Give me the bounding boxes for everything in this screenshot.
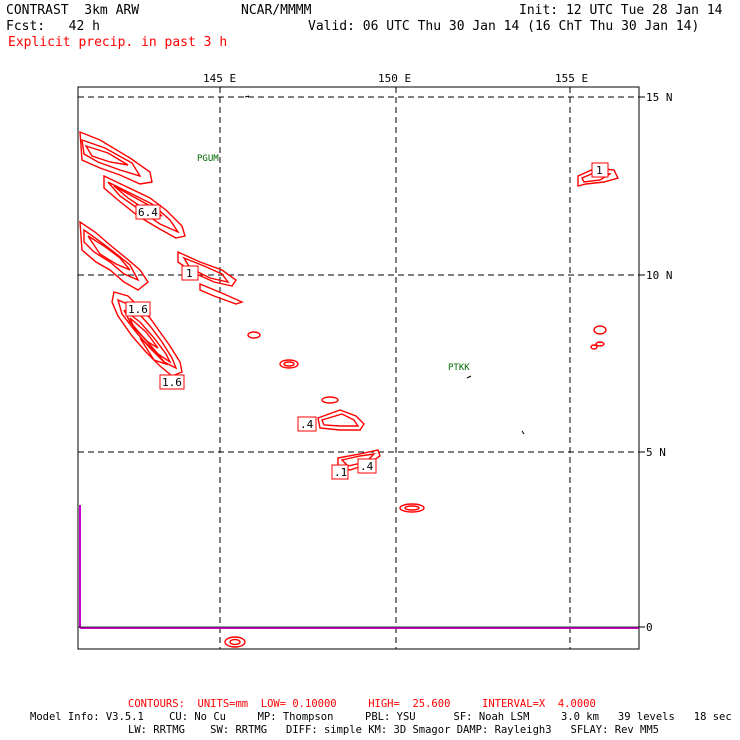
contour-label: .4: [300, 418, 314, 431]
contour-info: CONTOURS: UNITS=mm LOW= 0.10000 HIGH= 25…: [128, 698, 596, 710]
lat-label-5n: 5 N: [646, 446, 666, 459]
org-label: NCAR/MMMM: [241, 3, 312, 18]
model-info-line2: LW: RRTMG SW: RRTMG DIFF: simple KM: 3D …: [128, 724, 660, 736]
lon-label-150e: 150 E: [378, 72, 411, 85]
contour-label: 1: [186, 267, 193, 280]
model-info-line1: Model Info: V3.5.1 CU: No Cu MP: Thompso…: [30, 711, 732, 723]
lat-lon-grid: [78, 87, 639, 649]
equator-line: [79, 505, 639, 629]
precip-contours: [79, 130, 620, 648]
contour-label-group: 1 6.4 1 1.6 1.6 .4 .1 .4: [125, 162, 609, 480]
valid-time: Valid: 06 UTC Thu 30 Jan 14 (16 ChT Thu …: [308, 19, 700, 34]
station-label-pgum: PGUM: [197, 154, 219, 164]
contour-label: .4: [360, 460, 374, 473]
field-title: Explicit precip. in past 3 h: [8, 35, 228, 50]
contour-label: 1.6: [162, 376, 182, 389]
contour-label: 1: [596, 164, 603, 177]
model-title: CONTRAST 3km ARW: [6, 3, 140, 18]
contour-label: 1.6: [128, 303, 148, 316]
forecast-hour: Fcst: 42 h: [6, 19, 100, 34]
init-time: Init: 12 UTC Tue 28 Jan 14: [519, 3, 723, 18]
lon-label-145e: 145 E: [203, 72, 236, 85]
lat-label-15n: 15 N: [646, 91, 673, 104]
lat-label-0: 0: [646, 621, 653, 634]
right-axis-ticks: [639, 96, 645, 628]
contour-label: .1: [334, 466, 347, 479]
lon-label-155e: 155 E: [555, 72, 588, 85]
contour-label: 6.4: [138, 206, 158, 219]
station-label-ptkk: PTKK: [448, 363, 470, 373]
map-frame: [77, 86, 640, 650]
lat-label-10n: 10 N: [646, 269, 673, 282]
station-marks: [244, 95, 525, 435]
